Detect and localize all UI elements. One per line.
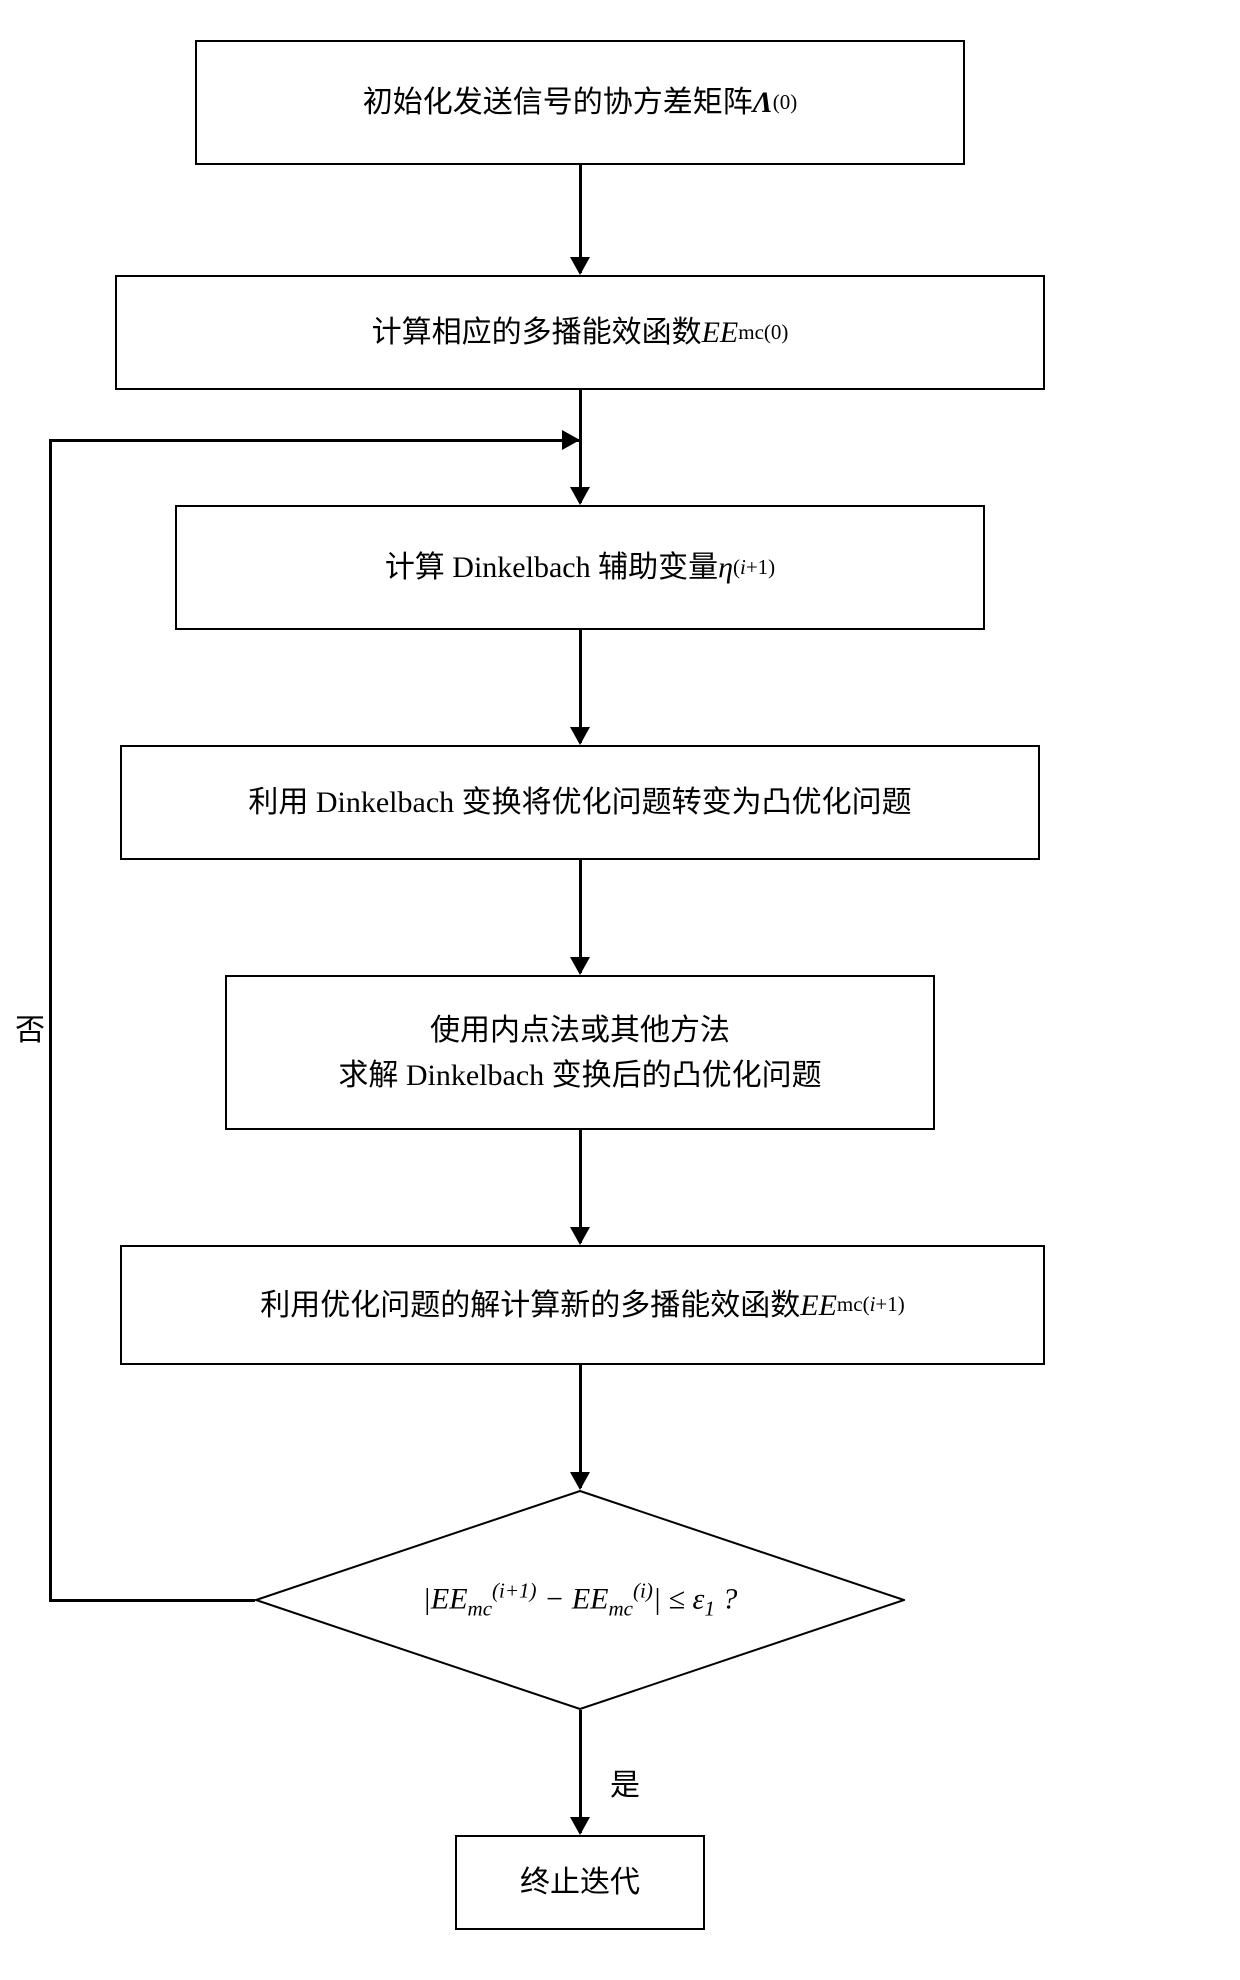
node-init: 初始化发送信号的协方差矩阵 Λ(0) (195, 40, 965, 165)
decision-text: |EEmc(i+1) − EEmc(i)| ≤ ε1 ? (423, 1579, 738, 1622)
node-terminate: 终止迭代 (455, 1835, 705, 1930)
node-compute-eta: 计算 Dinkelbach 辅助变量 η(i+1) (175, 505, 985, 630)
node-compute-new-ee: 利用优化问题的解计算新的多播能效函数 EEmc(i+1) (120, 1245, 1045, 1365)
flowchart-container: 初始化发送信号的协方差矩阵 Λ(0) 计算相应的多播能效函数 EEmc(0) 计… (0, 0, 1240, 1980)
decision-convergence: |EEmc(i+1) − EEmc(i)| ≤ ε1 ? (255, 1490, 905, 1710)
edge-label: 是 (610, 1760, 640, 1804)
node-dinkelbach-transform: 利用 Dinkelbach 变换将优化问题转变为凸优化问题 (120, 745, 1040, 860)
edge-label: 否 (15, 1005, 45, 1049)
node-compute-ee0: 计算相应的多播能效函数 EEmc(0) (115, 275, 1045, 390)
node-solve-convex: 使用内点法或其他方法求解 Dinkelbach 变换后的凸优化问题 (225, 975, 935, 1130)
